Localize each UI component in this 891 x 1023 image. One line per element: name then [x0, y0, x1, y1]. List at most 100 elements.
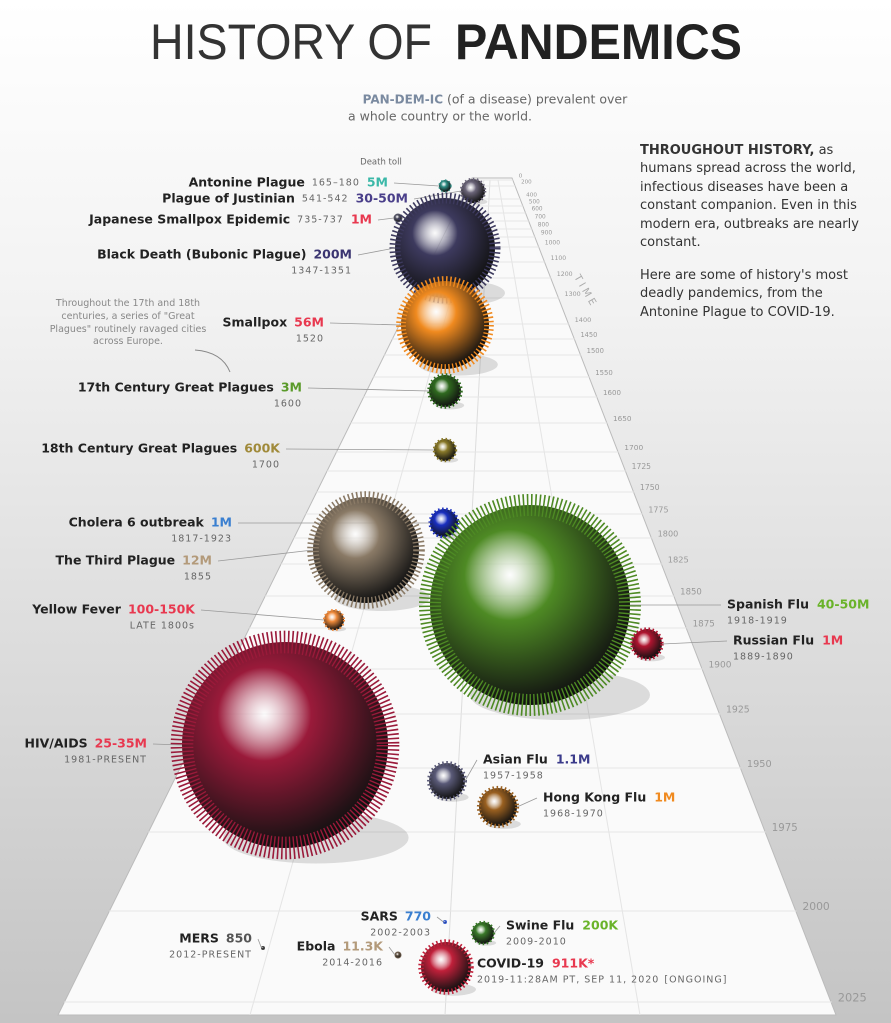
- year-label: 1900: [709, 661, 732, 671]
- bubble: [427, 761, 467, 801]
- year-label: 900: [541, 231, 553, 237]
- year-label: 1975: [772, 823, 798, 834]
- note-arrow: [194, 349, 231, 373]
- year-label: 1750: [640, 483, 660, 492]
- year-label: 2025: [838, 991, 867, 1005]
- year-label: 1000: [545, 240, 560, 247]
- bubble: [322, 608, 346, 632]
- death-toll: 11.3K: [342, 939, 384, 954]
- year-label: 1400: [575, 316, 592, 324]
- years: 1889-1890: [733, 652, 794, 663]
- years: 2019-11:28AM PT, SEP 11, 2020: [477, 975, 659, 986]
- death-toll: 56M: [294, 315, 324, 330]
- year-label: 2000: [802, 900, 830, 913]
- year-label: 0: [519, 174, 523, 180]
- death-toll: 5M: [367, 175, 388, 190]
- connector: [285, 448, 435, 451]
- death-toll: 12M: [182, 553, 212, 568]
- title-light: HISTORY OF: [150, 14, 432, 70]
- years: 1855: [184, 572, 212, 583]
- year-label: 1875: [693, 620, 715, 630]
- bubble: [432, 437, 458, 463]
- years: 2014-2016: [322, 958, 383, 969]
- year-label: 1950: [747, 759, 772, 770]
- connector: [257, 938, 262, 949]
- pandemic-name: Plague of Justinian: [162, 191, 295, 206]
- intro-lead: THROUGHOUT HISTORY,: [640, 143, 815, 158]
- bubble: [418, 939, 474, 995]
- year-label: 1775: [648, 506, 668, 515]
- connector: [493, 925, 501, 934]
- connector: [464, 759, 478, 782]
- bubble: [443, 920, 447, 924]
- death-toll: 1M: [211, 515, 232, 530]
- years: 2012-PRESENT: [169, 950, 252, 961]
- year-label: 600: [532, 207, 543, 213]
- title-bold: PANDEMICS: [455, 14, 742, 70]
- bubble: [170, 630, 400, 860]
- intro-text: as humans spread across the world, infec…: [640, 143, 859, 251]
- pandemic-name: 17th Century Great Plagues: [78, 380, 274, 395]
- bubble: [630, 627, 664, 661]
- bubble: [419, 494, 641, 716]
- pandemic-name: SARS: [361, 909, 398, 924]
- pandemic-name: Ebola: [297, 939, 336, 954]
- year-label: 1650: [613, 414, 632, 423]
- definition-text: (of a disease) prevalent over: [447, 92, 628, 107]
- pandemic-name: Black Death (Bubonic Plague): [97, 247, 306, 262]
- years: 1700: [252, 460, 280, 471]
- connector: [377, 217, 395, 221]
- pandemic-name: Asian Flu: [483, 752, 548, 767]
- death-toll: 200M: [313, 247, 352, 262]
- death-toll: 1M: [351, 212, 372, 227]
- connector: [217, 549, 314, 562]
- time-label: T I M E: [571, 272, 598, 307]
- years: 1981-PRESENT: [64, 755, 147, 766]
- year-label: 400: [526, 193, 537, 199]
- years: 1520: [296, 334, 324, 345]
- year-label: 1925: [726, 705, 750, 716]
- note: Throughout the 17th and 18th centuries, …: [49, 298, 207, 348]
- definition-term: PAN-DEM-IC: [363, 93, 444, 107]
- death-toll: 850: [226, 931, 252, 946]
- pandemic-name: Swine Flu: [506, 918, 574, 933]
- year-label: 1100: [551, 255, 567, 262]
- bubble: [307, 491, 425, 609]
- years: 2002-2003: [370, 928, 431, 939]
- year-label: 1725: [632, 462, 651, 471]
- year-label: 700: [535, 215, 546, 221]
- years: 541-542: [302, 194, 349, 205]
- bubble: [476, 785, 520, 829]
- pandemic-name: The Third Plague: [56, 553, 176, 568]
- year-label: 1200: [557, 271, 573, 278]
- year-label: 1850: [680, 588, 702, 598]
- years: 1957-1958: [483, 771, 544, 782]
- death-toll: 25-35M: [95, 736, 147, 751]
- pandemic-name: Yellow Fever: [31, 602, 122, 617]
- death-toll: 770: [405, 909, 431, 924]
- years: 1918-1919: [727, 616, 788, 627]
- connector: [307, 387, 430, 392]
- death-toll: 100-150K: [128, 602, 196, 617]
- years: 1817-1923: [171, 534, 232, 545]
- pandemic-name: Hong Kong Flu: [543, 790, 646, 805]
- year-label: 1500: [587, 347, 604, 355]
- bubble: [438, 179, 452, 193]
- year-label: 500: [529, 200, 540, 206]
- death-toll: 1M: [822, 633, 843, 648]
- years: 735-737: [297, 215, 344, 226]
- years: 165–180: [312, 178, 360, 189]
- death-toll: 3M: [281, 380, 302, 395]
- death-toll: 40-50M: [817, 597, 869, 612]
- connector: [661, 640, 728, 645]
- connector: [516, 797, 538, 808]
- connector: [329, 322, 402, 326]
- year-label: 800: [538, 223, 549, 229]
- pandemic-name: COVID-19: [477, 956, 544, 971]
- bubble: [459, 177, 487, 205]
- year-label: 1825: [668, 555, 689, 565]
- years: 1347-1351: [291, 266, 352, 277]
- intro-text: Here are some of history's most deadly p…: [640, 267, 848, 320]
